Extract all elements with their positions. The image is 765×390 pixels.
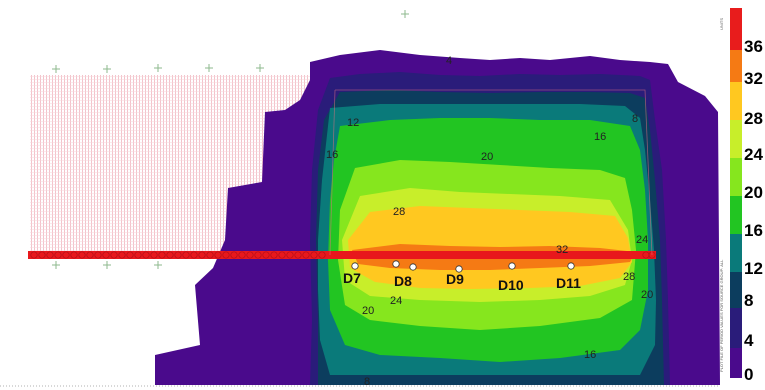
- legend-caption: PLOT FILE OF PERIOD VALUES FOR SOURCE GR…: [719, 259, 724, 372]
- contour-label: 28: [623, 271, 635, 283]
- contour-label: 16: [584, 349, 596, 361]
- receptor-label-d10: D10: [498, 277, 524, 293]
- contour-label: 20: [362, 305, 374, 317]
- contour-bands: [155, 50, 720, 385]
- contour-label: 16: [594, 131, 606, 143]
- legend-label: 4: [744, 331, 754, 350]
- receptor-marker-d9[interactable]: [455, 265, 463, 273]
- receptor-marker-d11[interactable]: [567, 262, 575, 270]
- legend-label: 16: [744, 221, 763, 240]
- contour-label: 4: [446, 55, 452, 67]
- contour-label: 32: [556, 244, 568, 256]
- legend-label: 36: [744, 37, 763, 56]
- legend-label: 24: [744, 145, 763, 164]
- contour-labels: 12 16 20 28 32 24 28 24 20 16 20 16 8 4 …: [326, 55, 653, 388]
- receptor-label-d11: D11: [556, 275, 581, 291]
- contour-label: 24: [636, 234, 648, 246]
- contour-label: 8: [632, 113, 638, 125]
- contour-label: 24: [390, 295, 402, 307]
- receptors: D7 D8 D9 D10 D11: [343, 260, 581, 293]
- legend-label: 0: [744, 365, 753, 384]
- legend-label: 8: [744, 291, 753, 310]
- color-legend: 36 32 28 24 20 16 12 8 4 0 PLOT FILE OF …: [719, 8, 763, 384]
- contour-label: 28: [393, 206, 405, 218]
- contour-label: 20: [641, 289, 653, 301]
- receptor-label-d9: D9: [446, 271, 464, 287]
- receptor-marker-d8[interactable]: [409, 263, 417, 271]
- contour-label: 16: [326, 149, 338, 161]
- legend-caption-top: UNITS: [719, 18, 724, 30]
- legend-label: 32: [744, 69, 763, 88]
- contour-label: 8: [364, 376, 370, 388]
- source-area-outline: [329, 89, 653, 256]
- legend-label: 12: [744, 259, 763, 278]
- contour-label: 12: [347, 117, 359, 129]
- receptor-marker-d8a[interactable]: [392, 260, 400, 268]
- receptor-label-d8: D8: [394, 273, 412, 289]
- receptor-marker-d7[interactable]: [351, 262, 359, 270]
- receptor-label-d7: D7: [343, 270, 361, 286]
- legend-label: 20: [744, 183, 763, 202]
- receptor-marker-d10[interactable]: [508, 262, 516, 270]
- grid-crosses: [52, 10, 409, 269]
- line-source: [28, 251, 656, 259]
- contour-label: 20: [481, 151, 493, 163]
- legend-label: 28: [744, 109, 763, 128]
